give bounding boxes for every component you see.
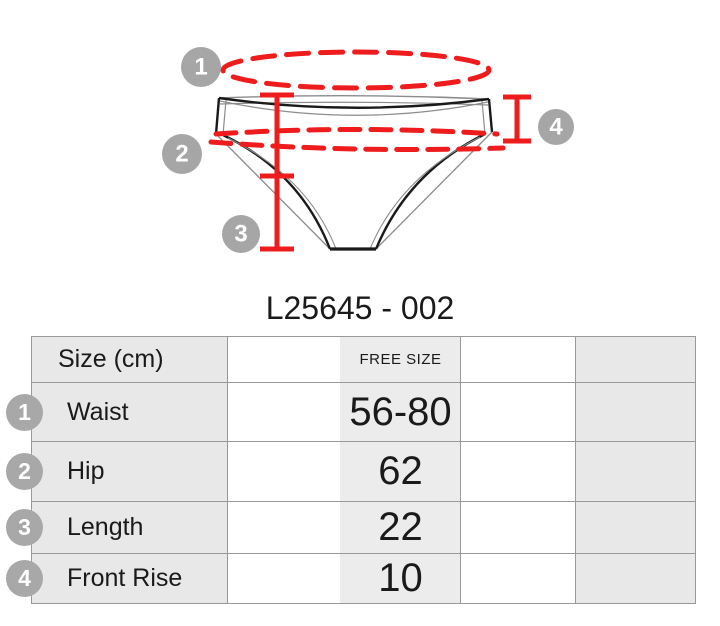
svg-text:2: 2: [175, 141, 188, 168]
svg-text:1: 1: [194, 54, 207, 81]
svg-text:4: 4: [549, 114, 563, 141]
svg-text:3: 3: [234, 221, 247, 248]
